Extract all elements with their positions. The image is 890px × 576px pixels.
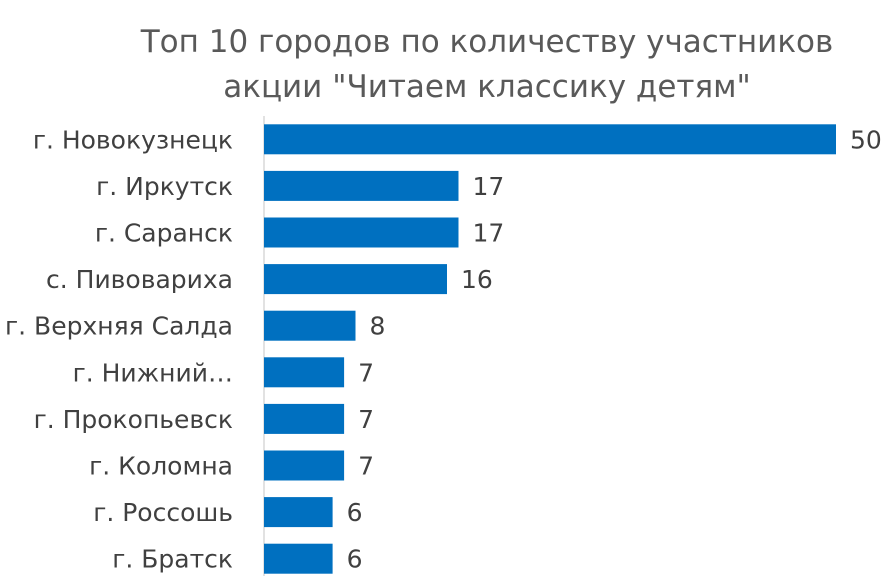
value-label-4: 8: [370, 312, 386, 341]
bar-3: [264, 264, 447, 295]
value-label-0: 50: [850, 125, 882, 154]
category-label-1: г. Иркутск: [96, 172, 233, 201]
value-label-5: 7: [358, 358, 374, 387]
category-label-3: с. Пивовариха: [46, 265, 233, 294]
value-label-7: 7: [358, 452, 374, 481]
value-label-3: 16: [461, 265, 493, 294]
chart-title-line-2: акции "Читаем классику детям": [223, 69, 751, 105]
category-label-6: г. Прокопьевск: [34, 405, 233, 434]
category-label-0: г. Новокузнецк: [33, 125, 233, 154]
chart-title-line-1: Топ 10 городов по количеству участников: [140, 24, 834, 60]
category-label-5: г. Нижний…: [73, 358, 233, 387]
value-label-1: 17: [473, 172, 505, 201]
category-label-2: г. Саранск: [95, 219, 233, 248]
value-label-6: 7: [358, 405, 374, 434]
category-label-7: г. Коломна: [89, 452, 233, 481]
value-label-2: 17: [473, 219, 505, 248]
value-label-8: 6: [347, 498, 363, 527]
category-label-4: г. Верхняя Салда: [5, 312, 233, 341]
bar-7: [264, 450, 345, 481]
bar-9: [264, 543, 333, 574]
value-label-9: 6: [347, 545, 363, 574]
category-label-8: г. Россошь: [93, 498, 233, 527]
bar-2: [264, 217, 459, 248]
bar-4: [264, 310, 356, 341]
bar-8: [264, 497, 333, 528]
bar-0: [264, 124, 836, 155]
bar-5: [264, 357, 345, 388]
plot-area: г. Новокузнецк 50 г. Иркутск 17 г. Саранск 17…: [5, 116, 882, 576]
category-label-9: г. Братск: [112, 545, 233, 574]
bar-6: [264, 403, 345, 434]
bar-1: [264, 170, 459, 201]
